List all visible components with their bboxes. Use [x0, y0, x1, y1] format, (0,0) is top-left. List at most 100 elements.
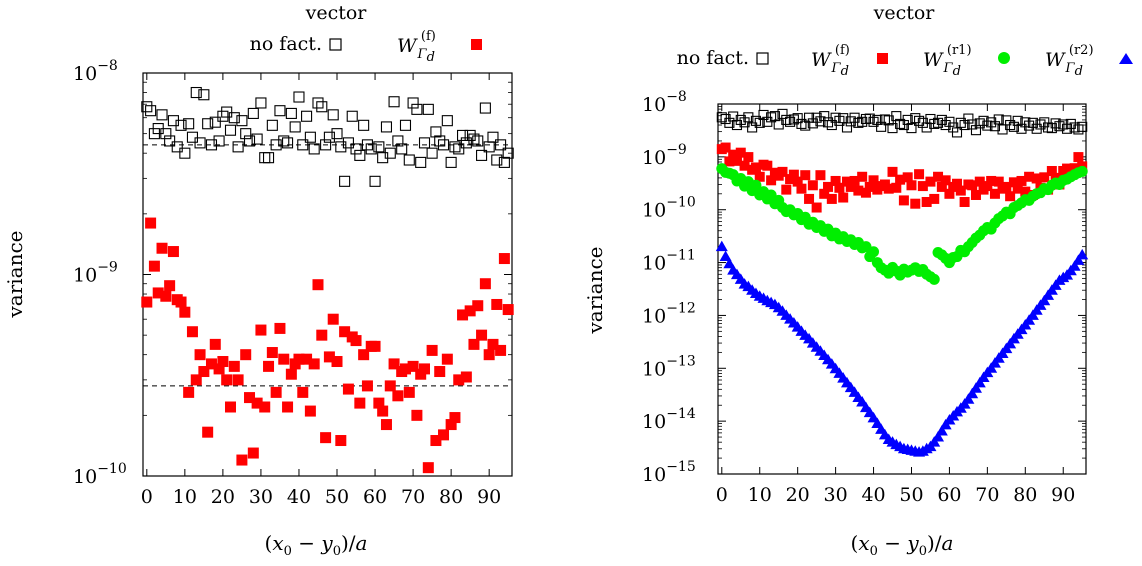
left-series-0-point [323, 131, 335, 143]
right-series-1-point [921, 196, 932, 207]
right-y-tick-label: 10−13 [642, 353, 696, 380]
left-series-1-point [228, 360, 240, 372]
left-series-0-point [327, 109, 339, 121]
left-series-0-point [316, 101, 328, 113]
right-series-0-point [1069, 122, 1080, 133]
right-legend-marker-r2 [1119, 53, 1133, 64]
left-series-1-point [179, 306, 191, 318]
left-series-0-point [403, 154, 415, 166]
right-series-1-point [807, 180, 818, 191]
left-series-1-point [266, 347, 278, 359]
right-series-1-point [739, 160, 750, 171]
left-series-1-point [293, 353, 305, 365]
left-series-1-point [453, 374, 465, 386]
left-x-axis-label: (x0 − y0)/a [265, 531, 368, 559]
right-series-3-point [715, 240, 728, 252]
right-series-1-point [891, 182, 902, 193]
left-x-tick-label: 0 [141, 486, 153, 508]
left-panel: vector no fact. WΓd (f) 0 10 20 30 40 50 60 70 80… [3, 2, 514, 559]
left-series-1-point [373, 397, 385, 409]
left-series-1-point [445, 419, 457, 431]
legend-Gamma: Γ [417, 47, 428, 62]
left-series-1-point [217, 356, 229, 368]
right-x-tick-label: 30 [824, 484, 848, 506]
legend-d: d [427, 50, 435, 65]
left-x-tick-label: 20 [211, 486, 235, 508]
left-series-1-point [342, 383, 354, 395]
right-series-1-point [993, 176, 1004, 187]
left-series-1-point [312, 279, 324, 291]
left-x-tick-label: 40 [287, 486, 311, 508]
right-series-0-point [982, 120, 993, 131]
right-series-0-point [845, 116, 856, 127]
right-series-1-point [925, 176, 936, 187]
right-series-1-point [800, 170, 811, 181]
left-series-1-point [369, 340, 381, 352]
left-series-1-point [278, 353, 290, 365]
left-x-tick-label: 50 [325, 486, 349, 508]
left-series-1-point [380, 419, 392, 431]
right-series-3-point [935, 425, 948, 436]
right-series-2-point [1076, 165, 1088, 177]
left-reference-lines [143, 144, 512, 387]
left-series-1-point [198, 366, 210, 378]
right-series-0-point [1020, 117, 1031, 128]
right-series-0-point [830, 112, 841, 123]
right-series-0-point [724, 117, 735, 128]
left-series-0-point [274, 105, 286, 117]
right-series-3-point [1068, 260, 1081, 271]
right-series-1-point [762, 160, 773, 171]
right-series-1-point [906, 180, 917, 191]
right-series-1-point [754, 171, 765, 182]
right-series-1-point [766, 175, 777, 186]
right-x-tick-label: 80 [1013, 484, 1037, 506]
left-series-1-point [175, 296, 187, 308]
right-series-1-point [868, 175, 879, 186]
left-series-1-point [145, 217, 157, 229]
left-series-1-point [183, 386, 195, 398]
left-series-0-point [221, 106, 233, 118]
right-series-0-point [872, 114, 883, 125]
right-series-0-point [785, 116, 796, 127]
left-series-0-point [384, 147, 396, 159]
left-series-1-point [160, 290, 172, 302]
left-series-0-point [392, 135, 404, 147]
left-series-1-point [430, 435, 442, 447]
left-series-1-point [304, 405, 316, 417]
right-series-0-point [989, 121, 1000, 132]
left-series-1-point [167, 246, 179, 258]
right-legend-marker-nofact [756, 52, 769, 65]
left-y-axis-label: variance [3, 230, 27, 318]
left-series-0-point [426, 147, 438, 159]
left-series-0-point [460, 137, 472, 149]
left-x-tick-label: 90 [477, 486, 501, 508]
left-series-0-point [156, 109, 168, 121]
right-series-3-point [962, 393, 975, 404]
left-series-0-point [430, 126, 442, 138]
right-series-1-point [883, 183, 894, 194]
right-series-0-point [819, 111, 830, 122]
right-series-0-point [914, 115, 925, 126]
left-series-0-point [297, 139, 309, 151]
left-series-1-point [282, 401, 294, 413]
right-series-0-point [807, 118, 818, 129]
left-series-1-point [403, 386, 415, 398]
right-x-tick-label: 90 [1051, 484, 1075, 506]
left-series-0-point [422, 103, 434, 115]
right-series-3-point [719, 250, 732, 262]
left-series-0-point [183, 118, 195, 130]
left-series-1-point [502, 304, 514, 316]
left-series-1-point [202, 426, 214, 438]
left-series-0-point [388, 96, 400, 108]
left-series-1-point [285, 368, 297, 380]
left-series-0-point [266, 119, 278, 131]
left-series-0-point [175, 119, 187, 131]
left-series-1-point [361, 380, 373, 392]
left-series-1-point [327, 313, 339, 325]
left-legend-label-f: WΓd (f) [397, 29, 436, 65]
right-x-tick-label: 70 [975, 484, 999, 506]
right-series-1-point [989, 188, 1000, 199]
left-series-0-point [282, 137, 294, 149]
left-series-0-point [278, 135, 290, 147]
left-series-0-point [407, 97, 419, 109]
